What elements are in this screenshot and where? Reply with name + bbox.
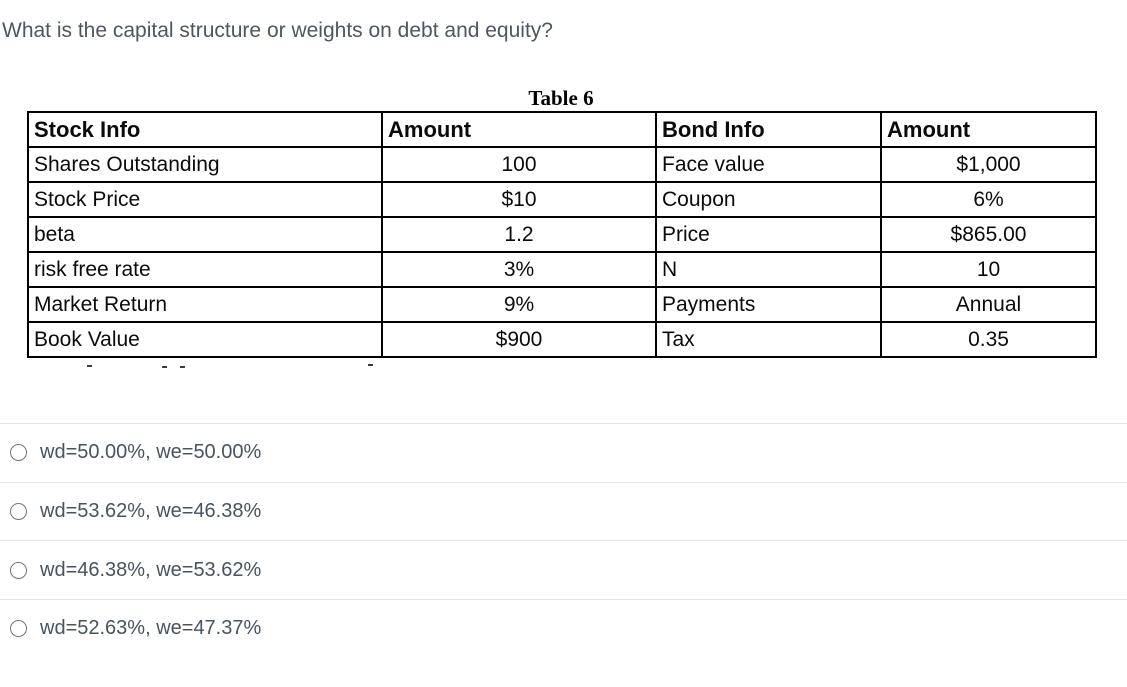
radio-button[interactable]	[10, 561, 27, 579]
cell-bond-label: Tax	[655, 321, 882, 358]
cell-bond-amount: Annual	[880, 286, 1097, 323]
column-header-stock-info: Stock Info	[27, 111, 383, 148]
table-row: Book Value $900 Tax 0.35	[27, 321, 1097, 358]
table-title: Table 6	[528, 86, 594, 110]
table-row: Market Return 9% Payments Annual	[27, 286, 1097, 323]
cell-stock-amount: 9%	[381, 286, 657, 323]
cell-bond-amount: 6%	[880, 181, 1097, 218]
cell-stock-amount: 100	[381, 146, 657, 183]
answer-option-label[interactable]: wd=53.62%, we=46.38%	[40, 500, 262, 523]
data-table: Stock Info Amount Bond Info Amount Share…	[27, 111, 1097, 358]
cell-bond-amount: 10	[880, 251, 1097, 288]
cell-bond-label: Face value	[655, 146, 882, 183]
answer-option[interactable]: wd=50.00%, we=50.00%	[0, 423, 1127, 482]
cell-bond-amount: $865.00	[880, 216, 1097, 253]
table-row: beta 1.2 Price $865.00	[27, 216, 1097, 253]
radio-button[interactable]	[10, 620, 27, 638]
cell-bond-amount: 0.35	[880, 321, 1097, 358]
cell-bond-label: Coupon	[655, 181, 882, 218]
question-text: What is the capital structure or weights…	[2, 19, 553, 42]
cell-stock-label: Book Value	[27, 321, 383, 358]
column-header-bond-info: Bond Info	[655, 111, 882, 148]
cell-stock-label: beta	[27, 216, 383, 253]
cell-bond-label: Payments	[655, 286, 882, 323]
answer-option[interactable]: wd=46.38%, we=53.62%	[0, 540, 1127, 600]
answer-option[interactable]: wd=52.63%, we=47.37%	[0, 599, 1127, 658]
cell-stock-amount: $900	[381, 321, 657, 358]
answer-option-label[interactable]: wd=52.63%, we=47.37%	[40, 617, 262, 640]
column-header-bond-amount: Amount	[880, 111, 1097, 148]
cell-bond-label: Price	[655, 216, 882, 253]
cell-stock-label: Stock Price	[27, 181, 383, 218]
table-row: Stock Price $10 Coupon 6%	[27, 181, 1097, 218]
answer-option-label[interactable]: wd=50.00%, we=50.00%	[40, 441, 262, 464]
radio-button[interactable]	[10, 444, 27, 462]
table-row: risk free rate 3% N 10	[27, 251, 1097, 288]
cell-stock-label: risk free rate	[27, 251, 383, 288]
answer-options: wd=50.00%, we=50.00% wd=53.62%, we=46.38…	[0, 423, 1127, 658]
radio-button[interactable]	[10, 503, 27, 521]
cell-bond-amount: $1,000	[880, 146, 1097, 183]
cell-stock-label: Market Return	[27, 286, 383, 323]
cell-stock-amount: 1.2	[381, 216, 657, 253]
cell-bond-label: N	[655, 251, 882, 288]
cell-stock-label: Shares Outstanding	[27, 146, 383, 183]
cell-stock-amount: 3%	[381, 251, 657, 288]
table-row: Shares Outstanding 100 Face value $1,000	[27, 146, 1097, 183]
table-header-row: Stock Info Amount Bond Info Amount	[27, 111, 1097, 148]
cell-stock-amount: $10	[381, 181, 657, 218]
answer-option-label[interactable]: wd=46.38%, we=53.62%	[40, 558, 262, 581]
answer-option[interactable]: wd=53.62%, we=46.38%	[0, 481, 1127, 541]
column-header-stock-amount: Amount	[381, 111, 657, 148]
